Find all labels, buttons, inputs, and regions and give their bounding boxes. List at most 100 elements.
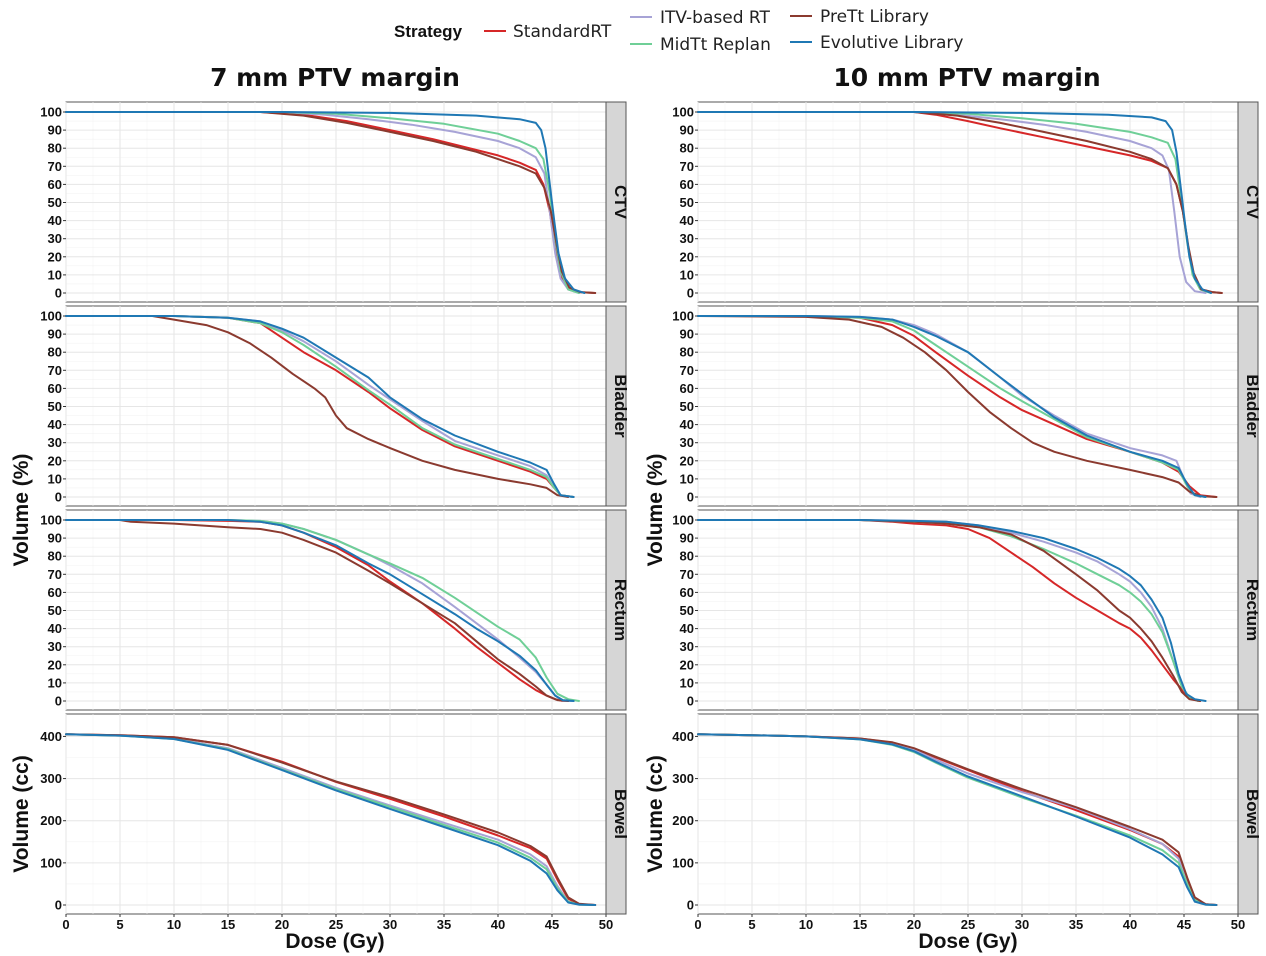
y-tick-label: 80 [680, 141, 694, 156]
panel-10mm-bladder: 0 10 20 30 40 50 60 70 80 90 100 Bladder [672, 305, 1262, 507]
y-tick-label: 90 [680, 531, 694, 546]
y-tick-label: 70 [48, 159, 62, 174]
y-tick-label: 0 [687, 286, 694, 301]
series-line-evolutive-library [65, 519, 575, 702]
y-tick-label: 80 [48, 549, 62, 564]
y-tick-label: 10 [680, 267, 694, 282]
legend-title: Strategy [394, 22, 463, 41]
y-tick-label: 400 [40, 729, 62, 744]
legend-label-midtt-replan: MidTt Replan [660, 35, 771, 55]
facet-strip [605, 305, 627, 507]
y-tick-label: 100 [672, 513, 694, 528]
series-line-prett-library [65, 519, 570, 702]
column-title-10mm: 10 mm PTV margin [833, 63, 1100, 92]
legend-label-evolutive-library: Evolutive Library [820, 33, 963, 53]
x-tick-label: 15 [221, 917, 235, 932]
legend-label-prett-library: PreTt Library [820, 7, 929, 27]
y-tick-label: 70 [48, 567, 62, 582]
series-line-evolutive-library [697, 315, 1207, 498]
facet-strip-label: CTV [1243, 185, 1262, 220]
y-tick-label: 20 [680, 453, 694, 468]
y-tick-label: 100 [672, 309, 694, 324]
x-tick-label: 0 [62, 917, 69, 932]
y-tick-label: 100 [40, 105, 62, 120]
y-tick-label: 30 [48, 435, 62, 450]
y-tick-label: 90 [48, 531, 62, 546]
panel-7mm-bowel: 0 100 200 300 400 0 5 10 15 20 25 30 35 40 45 50 Bowel [40, 713, 630, 932]
x-tick-label: 15 [853, 917, 867, 932]
series-line-prett-library [65, 315, 570, 498]
y-tick-label: 70 [680, 159, 694, 174]
y-tick-label: 60 [48, 177, 62, 192]
y-tick-label: 300 [40, 771, 62, 786]
y-axis-title-percent-right: Volume (%) [644, 454, 667, 567]
y-tick-label: 60 [680, 585, 694, 600]
legend: Strategy StandardRT ITV-based RT MidTt R… [394, 7, 963, 55]
x-tick-label: 10 [799, 917, 813, 932]
panel-10mm-bowel: 0 100 200 300 400 0 5 10 15 20 25 30 35 40 45 50 Bowel [672, 713, 1262, 932]
series-line-itv-based-rt [65, 111, 580, 294]
y-tick-label: 80 [680, 549, 694, 564]
y-tick-label: 50 [48, 195, 62, 210]
x-axis-title-left: Dose (Gy) [285, 930, 384, 953]
x-tick-label: 35 [437, 917, 451, 932]
facet-strip-label: Bowel [611, 789, 630, 839]
column-title-7mm: 7 mm PTV margin [210, 63, 460, 92]
y-tick-label: 90 [680, 123, 694, 138]
facet-strip [605, 101, 627, 303]
x-tick-label: 45 [545, 917, 559, 932]
y-tick-label: 10 [680, 675, 694, 690]
y-tick-label: 50 [48, 399, 62, 414]
series-line-midtt-replan [65, 519, 580, 702]
y-tick-label: 0 [687, 694, 694, 709]
y-tick-label: 0 [55, 694, 62, 709]
facet-strip [605, 713, 627, 915]
y-tick-label: 30 [680, 435, 694, 450]
y-tick-label: 20 [48, 249, 62, 264]
y-tick-label: 10 [48, 675, 62, 690]
x-tick-label: 50 [1231, 917, 1245, 932]
y-axis-title-cc-left: Volume (cc) [10, 755, 33, 872]
y-tick-label: 40 [680, 621, 694, 636]
y-tick-label: 40 [48, 213, 62, 228]
y-tick-label: 100 [40, 855, 62, 870]
facet-strip [1237, 713, 1259, 915]
y-tick-label: 100 [672, 855, 694, 870]
y-tick-label: 100 [672, 105, 694, 120]
y-tick-label: 200 [40, 813, 62, 828]
facet-strip-label: Rectum [1243, 579, 1262, 641]
y-tick-label: 20 [680, 249, 694, 264]
facet-strip [1237, 101, 1259, 303]
x-tick-label: 40 [1123, 917, 1137, 932]
series-line-itv-based-rt [697, 111, 1207, 294]
facet-strip-label: Bowel [1243, 789, 1262, 839]
y-axis-title-percent-left: Volume (%) [10, 454, 33, 567]
x-tick-label: 45 [1177, 917, 1191, 932]
y-tick-label: 90 [680, 327, 694, 342]
x-tick-label: 50 [599, 917, 613, 932]
y-tick-label: 70 [48, 363, 62, 378]
y-tick-label: 40 [48, 417, 62, 432]
x-tick-label: 25 [329, 917, 343, 932]
x-tick-label: 35 [1069, 917, 1083, 932]
x-tick-label: 20 [907, 917, 921, 932]
panel-10mm-rectum: 0 10 20 30 40 50 60 70 80 90 100 Rectum [672, 509, 1262, 711]
y-tick-label: 30 [48, 639, 62, 654]
panel-7mm-bladder: 0 10 20 30 40 50 60 70 80 90 100 Bladder [40, 305, 630, 507]
y-tick-label: 10 [48, 471, 62, 486]
y-tick-label: 30 [680, 231, 694, 246]
y-tick-label: 50 [680, 399, 694, 414]
series-line-midtt-replan [65, 315, 575, 498]
panel-10mm-ctv: 0 10 20 30 40 50 60 70 80 90 100 CTV [672, 101, 1262, 303]
y-tick-label: 0 [687, 898, 694, 913]
y-tick-label: 0 [55, 490, 62, 505]
y-tick-label: 400 [672, 729, 694, 744]
x-tick-label: 40 [491, 917, 505, 932]
y-tick-label: 80 [48, 141, 62, 156]
panel-7mm-ctv: 0 10 20 30 40 50 60 70 80 90 100 CTV [40, 101, 630, 303]
y-tick-label: 30 [680, 639, 694, 654]
series-line-prett-library [697, 315, 1218, 498]
x-tick-label: 5 [748, 917, 755, 932]
y-tick-label: 100 [40, 309, 62, 324]
